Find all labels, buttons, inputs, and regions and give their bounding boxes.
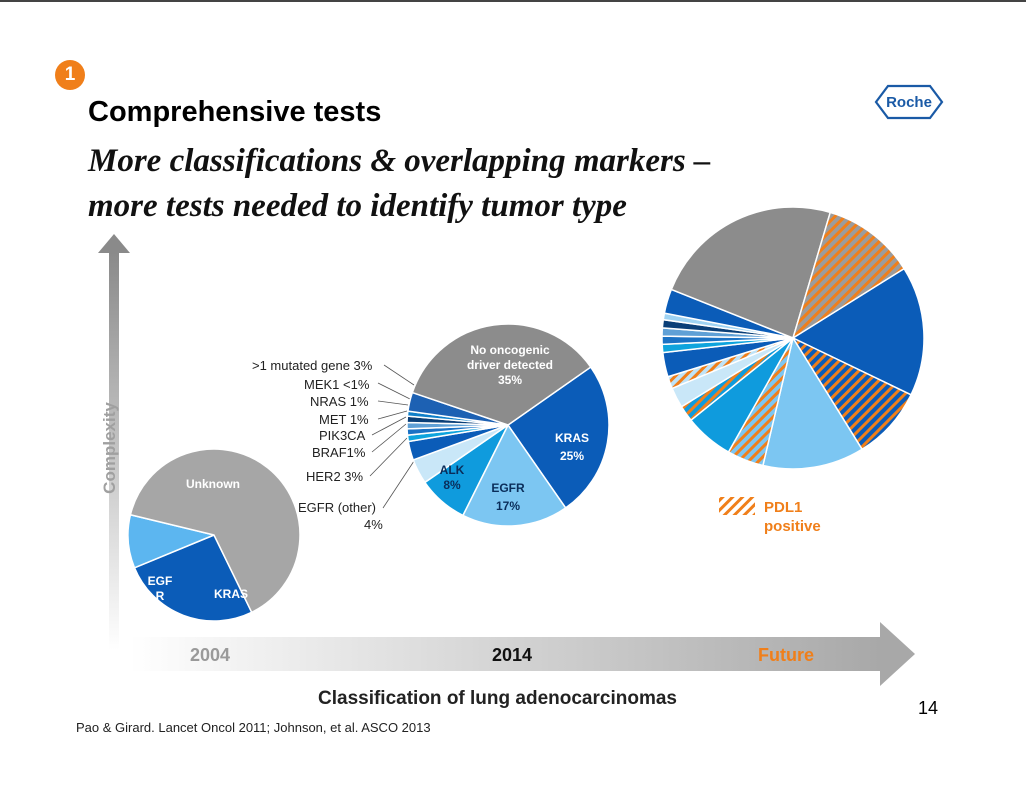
- callout-leaders: [369, 364, 417, 509]
- pie-future-slice-no-driver: [670, 206, 832, 340]
- pie-future: [661, 206, 925, 470]
- pie-2014-label-no-driver: No oncogenic driver detected 35%: [448, 343, 572, 388]
- callout-multi-gene: >1 mutated gene 3%: [252, 358, 373, 373]
- slide-subtitle-line1: More classifications & overlapping marke…: [88, 143, 711, 179]
- page-number: 14: [918, 698, 939, 718]
- pie-2014-label-egfr: EGFR 17%: [482, 481, 534, 514]
- slide-subtitle-line2: more tests needed to identify tumor type: [88, 188, 627, 224]
- pie-2004-label-kras: KRAS: [213, 587, 248, 601]
- callout-pik3ca: PIK3CA: [319, 428, 366, 443]
- pie-future-slice-egfr: [762, 336, 864, 470]
- callout-her2: HER2 3%: [306, 469, 364, 484]
- pie-2014-slice-no-oncogenic-driver-detected-35: [411, 323, 592, 426]
- roche-logo: Roche: [874, 84, 944, 120]
- pdl1-legend-label: PDL1 positive: [764, 498, 821, 536]
- roche-logo-text: Roche: [886, 94, 932, 111]
- pie-2014: [406, 323, 610, 527]
- pie-2014-label-alk: ALK 8%: [432, 463, 472, 493]
- callout-braf: BRAF1%: [312, 445, 366, 460]
- egfr-pct: 17%: [495, 499, 521, 513]
- pie-2004-label-unknown: Unknown: [186, 477, 240, 491]
- callout-met: MET 1%: [319, 412, 369, 427]
- slide-title: Comprehensive tests: [88, 96, 382, 128]
- no-driver-line2: driver detected: [466, 358, 554, 372]
- callout-mek1: MEK1 <1%: [304, 377, 370, 392]
- pdl1-legend-line1: PDL1: [764, 499, 803, 516]
- kras-pct: 25%: [559, 449, 585, 463]
- pie-2004-label-egfr: EGF R: [147, 574, 173, 603]
- callout-egfr-other: EGFR (other): [298, 500, 377, 515]
- top-rule: [0, 0, 1026, 2]
- egfr-name: EGFR: [491, 481, 525, 495]
- complexity-axis-arrowhead: [98, 234, 130, 253]
- pdl1-legend-swatch: [719, 497, 755, 515]
- y-axis-label: Complexity: [99, 402, 119, 494]
- source-citation: Pao & Girard. Lancet Oncol 2011; Johnson…: [76, 720, 431, 735]
- pdl1-legend-line2: positive: [764, 518, 821, 535]
- kras-name: KRAS: [554, 431, 589, 445]
- pie-2014-slice-egfr-17: [461, 423, 567, 527]
- timeline-2014: 2014: [492, 645, 533, 665]
- x-axis-label: Classification of lung adenocarcinomas: [318, 688, 677, 709]
- pie-2004: [127, 448, 301, 622]
- slide-number-badge: 1: [55, 60, 85, 90]
- no-driver-line1: No oncogenic: [470, 343, 550, 357]
- pie-2014-label-kras: KRAS 25%: [546, 431, 598, 464]
- pie-future-slice-kras: [791, 267, 925, 396]
- timeline-2004: 2004: [190, 645, 231, 665]
- complexity-axis-shaft: [109, 252, 119, 650]
- timeline-arrow-shaft: [130, 637, 882, 671]
- callout-nras: NRAS 1%: [310, 394, 369, 409]
- alk-pct: 8%: [443, 478, 461, 492]
- alk-name: ALK: [439, 463, 465, 477]
- callout-egfr-other-pct: 4%: [364, 517, 383, 532]
- timeline-arrow-head: [880, 622, 915, 686]
- pie-future-slice-no-driver-pdl1: [791, 211, 906, 340]
- no-driver-pct: 35%: [497, 373, 523, 387]
- timeline-future: Future: [758, 645, 814, 665]
- pie-2014-slice-kras-25: [506, 366, 610, 509]
- pie-2004-slice-unknown: [129, 448, 301, 614]
